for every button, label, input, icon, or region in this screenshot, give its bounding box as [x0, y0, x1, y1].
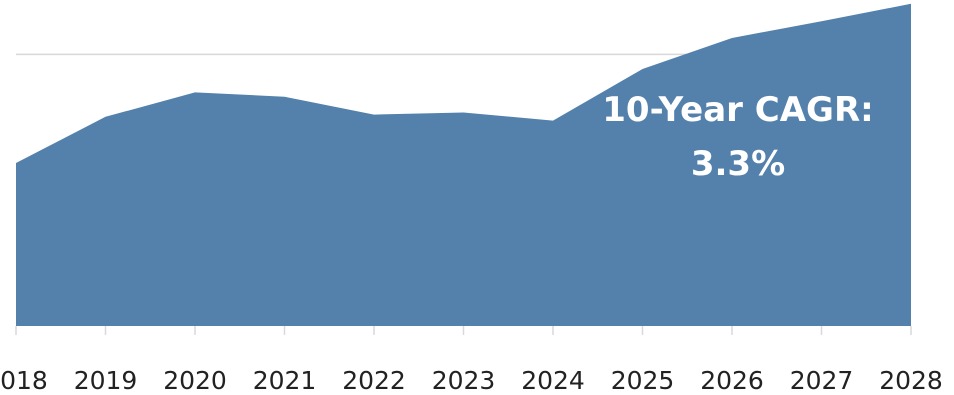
area-series — [16, 3, 911, 327]
x-tick-label: 2018 — [0, 366, 48, 395]
x-axis-ticks — [15, 326, 912, 335]
cagr-value: 3.3% — [691, 144, 785, 184]
x-tick-label: 2028 — [879, 366, 943, 395]
x-tick-label: 2021 — [253, 366, 317, 395]
x-tick-label: 2020 — [163, 366, 227, 395]
x-axis-tick-labels: 2018 2019 2020 2021 2022 2023 2024 2025 2026 2027… — [0, 366, 943, 395]
x-tick-label: 2023 — [432, 366, 496, 395]
x-tick-label: 2027 — [790, 366, 854, 395]
x-tick-label: 2026 — [700, 366, 764, 395]
x-tick-label: 2024 — [521, 366, 585, 395]
x-tick-label: 2019 — [74, 366, 138, 395]
cagr-label: 10-Year CAGR: — [602, 90, 874, 130]
x-tick-label: 2022 — [342, 366, 406, 395]
x-tick-label: 2025 — [611, 366, 675, 395]
